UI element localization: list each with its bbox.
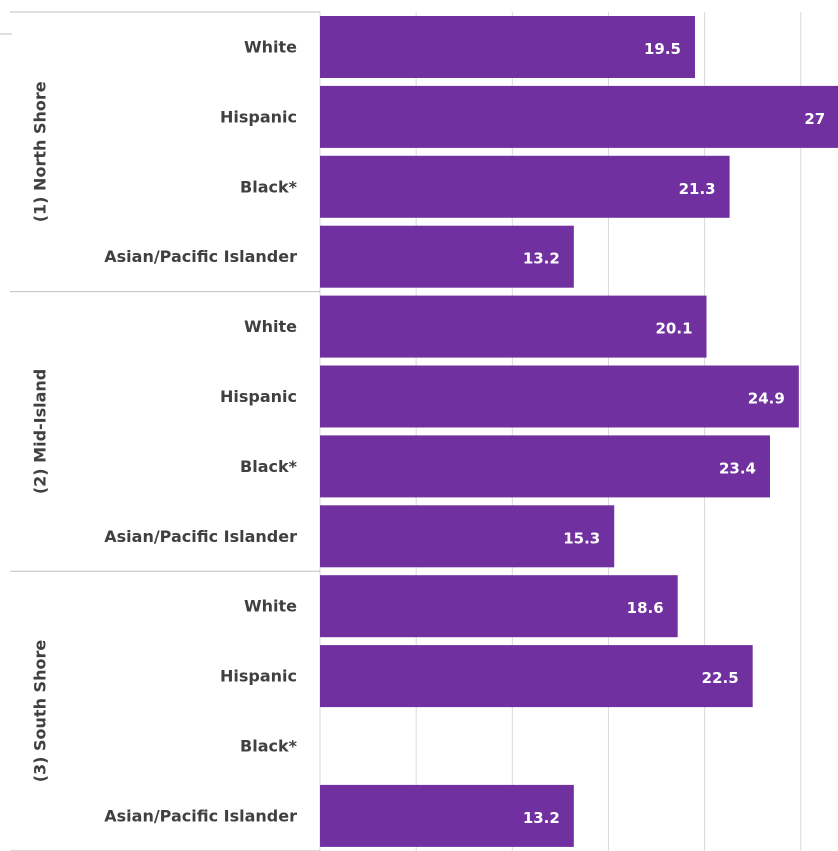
bar	[320, 365, 799, 428]
data-label: 13.2	[523, 250, 560, 268]
category-label: White	[244, 38, 297, 57]
bar	[320, 155, 730, 218]
bar	[320, 16, 695, 78]
data-label: 22.5	[702, 669, 739, 687]
data-label: 15.3	[563, 529, 600, 547]
data-label: 27	[804, 110, 825, 128]
bar	[320, 645, 753, 708]
category-label: Hispanic	[220, 667, 297, 686]
gridlines	[319, 12, 802, 851]
category-label: White	[244, 597, 297, 616]
category-label: Hispanic	[220, 387, 297, 406]
category-label: Asian/Pacific Islander	[104, 247, 297, 266]
category-label: Black*	[240, 457, 298, 476]
category-label: Asian/Pacific Islander	[104, 806, 297, 825]
data-label: 21.3	[679, 180, 716, 198]
bar	[320, 784, 574, 847]
bar	[320, 295, 707, 358]
category-label: Black*	[240, 737, 298, 756]
category-label: White	[244, 317, 297, 336]
bar	[320, 435, 770, 498]
category-label: Hispanic	[220, 107, 297, 126]
group-label: (2) Mid-Island	[31, 369, 50, 494]
category-label: Asian/Pacific Islander	[104, 527, 297, 546]
data-label: 18.6	[627, 599, 664, 617]
bar	[320, 225, 574, 288]
data-label: 23.4	[719, 459, 756, 477]
data-label: 24.9	[748, 390, 785, 408]
labels: (1) North Shore White 19.5 Hispanic 27 Black*…	[31, 38, 826, 827]
data-label: 19.5	[644, 40, 681, 58]
bar	[320, 505, 615, 568]
bars	[320, 16, 838, 847]
category-label: Black*	[240, 177, 298, 196]
data-label: 20.1	[656, 320, 693, 338]
bar	[320, 575, 678, 638]
data-label: 13.2	[523, 809, 560, 827]
group-label: (1) North Shore	[31, 81, 50, 222]
bar	[320, 85, 838, 148]
group-label: (3) South Shore	[31, 640, 50, 783]
